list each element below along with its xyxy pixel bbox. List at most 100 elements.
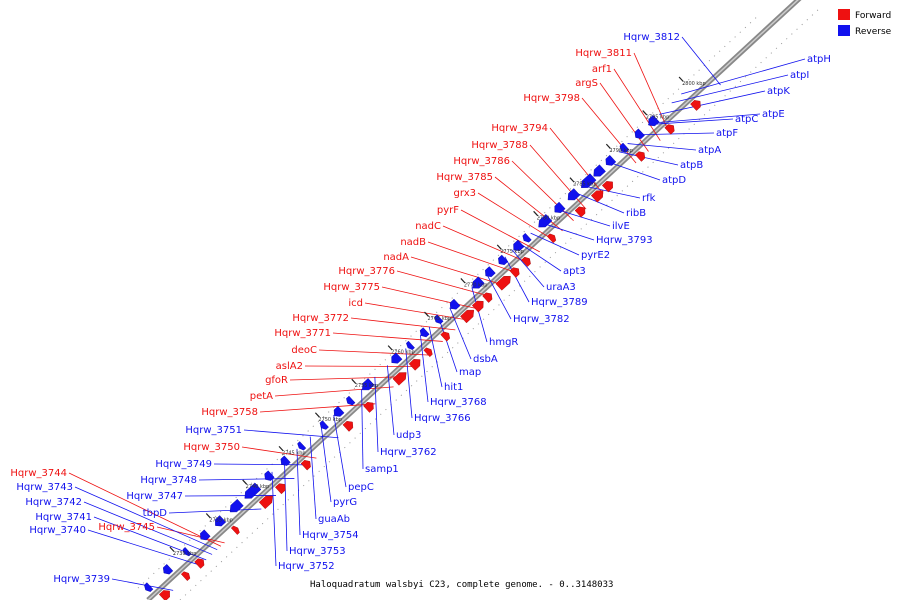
reverse-leader — [449, 307, 472, 360]
reverse-gene-label: Hqrw_3793 — [596, 235, 653, 246]
reverse-gene — [264, 470, 275, 481]
forward-gene — [601, 181, 613, 193]
reverse-leader — [504, 256, 530, 303]
left-reverse-gene-label: Hqrw_3749 — [155, 459, 212, 470]
reverse-gene-label: pyrG — [333, 497, 357, 508]
reverse-gene-label: Hqrw_3752 — [278, 561, 335, 572]
forward-gene-label: Hqrw_3788 — [471, 140, 528, 151]
left-reverse-gene-label: Hqrw_3742 — [25, 497, 82, 508]
left-reverse-gene-label: Hqrw_3743 — [16, 482, 73, 493]
reverse-gene — [229, 498, 244, 513]
legend-reverse-label: Reverse — [855, 27, 892, 37]
forward-gene-label: nadC — [415, 221, 441, 232]
reverse-gene — [362, 378, 375, 391]
reverse-leader — [511, 249, 545, 288]
axis-tick — [387, 345, 393, 351]
axis-tick-label: 2745 kbp — [282, 450, 306, 456]
axis-ticks: 2730 kbp 2735 kbp 2740 kbp 2745 kbp 2750 kbp… — [169, 76, 706, 557]
forward-gene — [258, 495, 273, 510]
forward-leader — [274, 386, 394, 397]
reverse-gene-label: Hqrw_3762 — [380, 447, 437, 458]
forward-gene-label: petA — [250, 391, 273, 402]
legend-forward-label: Forward — [855, 11, 891, 21]
axis-tick — [351, 378, 357, 385]
axis-tick — [569, 177, 575, 183]
reverse-leader — [607, 161, 661, 181]
forward-gene-label: Hqrw_3758 — [201, 407, 258, 418]
reverse-gene-label: rfk — [642, 193, 656, 204]
forward-gene — [471, 300, 484, 313]
axis-tick-label: 2775 kbp — [500, 249, 524, 255]
reverse-leader — [428, 326, 443, 388]
left-reverse-gene-label: Hqrw_3747 — [126, 491, 183, 502]
forward-gene-label: Hqrw_3794 — [491, 123, 548, 134]
forward-leader — [396, 270, 492, 298]
reverse-gene-label: samp1 — [365, 464, 399, 475]
reverse-gene-label: map — [459, 367, 481, 378]
reverse-gene-label: atpF — [716, 128, 738, 139]
axis-tick-label: 2795 kbp — [646, 115, 670, 121]
reverse-gene — [567, 188, 581, 201]
left-reverse-leader — [184, 495, 277, 497]
axis-tick-label: 2800 kbp — [682, 81, 706, 87]
reverse-gene-label: atpK — [767, 86, 790, 97]
forward-gene — [392, 372, 407, 386]
forward-leader — [599, 82, 649, 152]
forward-gene-label: arf1 — [592, 64, 612, 75]
reverse-leader — [519, 242, 562, 272]
forward-leader — [410, 256, 504, 286]
reverse-leader — [556, 208, 611, 227]
forward-leader — [477, 192, 554, 241]
left-reverse-leader — [681, 36, 721, 86]
forward-leader — [156, 526, 225, 544]
forward-gene — [158, 590, 170, 600]
forward-gene-label: Hqrw_3771 — [274, 328, 331, 339]
axis-tick — [496, 244, 502, 250]
forward-gene — [363, 401, 374, 413]
forward-gene — [408, 359, 421, 371]
forward-leader — [549, 127, 604, 194]
reverse-gene-label: dsbA — [473, 354, 498, 365]
axis-tick — [205, 513, 211, 519]
reverse-gene-label: pepC — [348, 482, 374, 493]
reverse-leader — [486, 273, 512, 320]
axis-tick — [533, 210, 539, 217]
reverse-gene-label: atpE — [762, 109, 785, 120]
forward-gene — [690, 100, 701, 111]
axis-tick-label: 2790 kbp — [609, 148, 633, 154]
reverse-gene-label: pyrE2 — [581, 250, 610, 261]
left-reverse-gene-label: Hqrw_3812 — [623, 32, 680, 43]
left-reverse-gene-label: Hqrw_3741 — [35, 512, 92, 523]
axis-tick-label: 2785 kbp — [573, 182, 597, 188]
forward-leader — [511, 160, 574, 221]
forward-leader — [364, 302, 467, 321]
reverse-gene — [144, 582, 154, 592]
reverse-gene — [605, 154, 617, 166]
reverse-gene-label: uraA3 — [546, 282, 576, 293]
reverse-gene-label: atpI — [790, 70, 809, 81]
forward-leader — [350, 317, 456, 331]
axis-tick — [460, 278, 466, 284]
forward-gene — [440, 331, 451, 342]
forward-gene — [574, 206, 586, 218]
left-reverse-leader — [111, 578, 174, 591]
reverse-track — [179, 7, 821, 600]
reverse-gene — [346, 395, 356, 406]
forward-gene — [460, 309, 475, 324]
reverse-gene-label: atpD — [662, 175, 686, 186]
axis-tick-label: 2755 kbp — [355, 383, 379, 389]
reverse-gene — [619, 142, 630, 153]
left-reverse-gene-label: Hqrw_3751 — [185, 425, 242, 436]
reverse-leader — [681, 58, 806, 95]
axis-tick-label: 2730 kbp — [173, 551, 197, 557]
left-reverse-gene-label: Hqrw_3748 — [140, 475, 197, 486]
forward-gene-label: argS — [575, 78, 598, 89]
reverse-gene-label: atpH — [807, 54, 831, 65]
forward-gene — [180, 571, 191, 581]
reverse-gene — [391, 352, 403, 364]
forward-gene-label: Hqrw_3745 — [98, 522, 155, 533]
reverse-leader — [471, 287, 488, 343]
reverse-gene-label: ilvE — [612, 221, 630, 232]
axis-tick — [242, 479, 248, 485]
